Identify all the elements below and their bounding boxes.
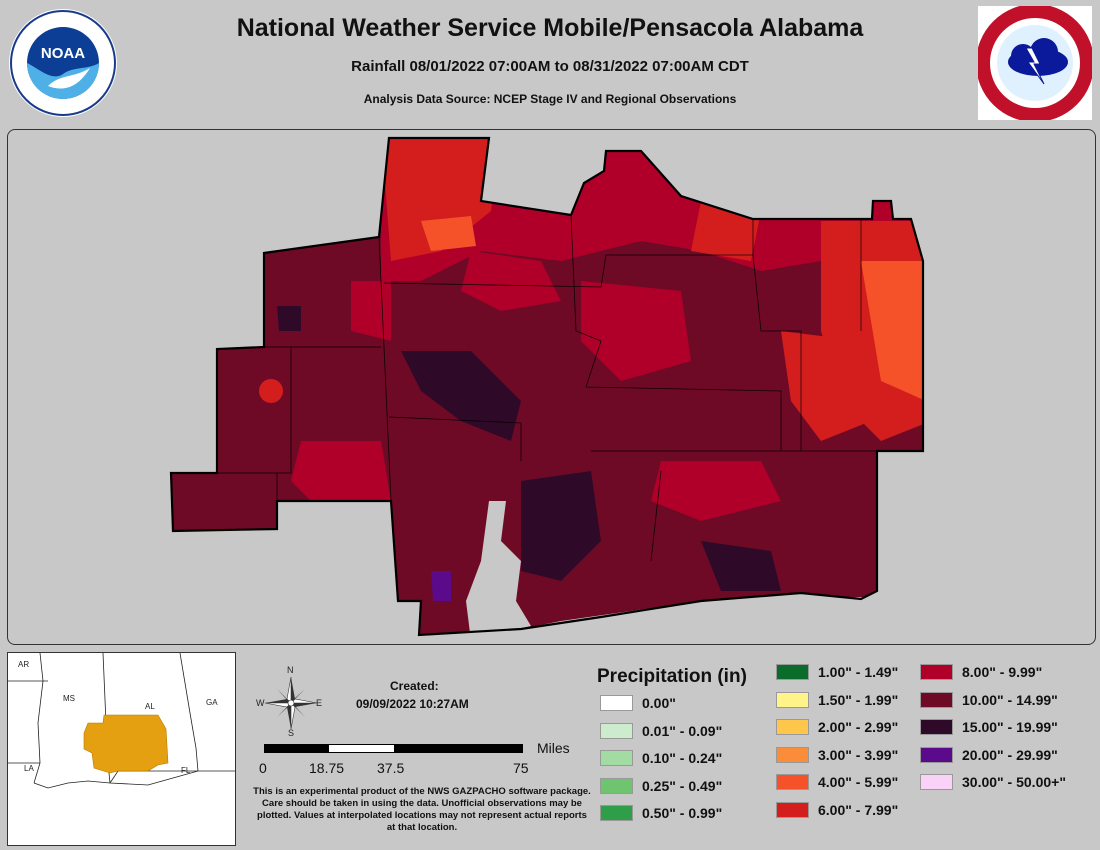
legend-label: 3.00" - 3.99" xyxy=(818,746,899,763)
noaa-logo-text: NOAA xyxy=(41,45,85,62)
inset-label-ms: MS xyxy=(63,694,75,703)
legend-swatch xyxy=(920,664,953,680)
legend-label: 30.00" - 50.00+" xyxy=(962,774,1066,790)
inset-label-ga: GA xyxy=(206,698,218,707)
legend-swatch xyxy=(776,801,809,818)
compass-w: W xyxy=(256,698,265,708)
legend-label: 2.00" - 2.99" xyxy=(818,719,899,735)
legend-swatch xyxy=(776,691,809,708)
legend-swatch xyxy=(920,746,953,763)
data-source-subtitle: Analysis Data Source: NCEP Stage IV and … xyxy=(363,92,737,106)
legend-item: 0.00" xyxy=(600,695,676,711)
rainfall-map xyxy=(7,129,1096,645)
legend-swatch xyxy=(600,750,633,766)
legend-label: 10.00" - 14.99" xyxy=(962,691,1058,708)
compass-n: N xyxy=(287,665,294,675)
legend-item: 6.00" - 7.99" xyxy=(776,801,899,818)
legend-swatch xyxy=(920,691,953,708)
legend-label: 15.00" - 19.99" xyxy=(962,719,1058,735)
map-title: National Weather Service Mobile/Pensacol… xyxy=(236,14,864,42)
legend-item: 1.50" - 1.99" xyxy=(776,691,899,708)
legend-item: 1.00" - 1.49" xyxy=(776,664,898,680)
legend-label: 4.00" - 5.99" xyxy=(818,774,899,790)
legend-item: 0.01" - 0.09" xyxy=(600,722,723,739)
locator-inset-map: AR MS AL GA LA FL xyxy=(7,652,236,846)
scale-tick-2: 37.5 xyxy=(377,760,405,776)
legend-item: 10.00" - 14.99" xyxy=(920,691,1058,708)
noaa-logo: NOAA xyxy=(8,8,118,118)
legend-item: 2.00" - 2.99" xyxy=(776,719,898,735)
scale-tick-3: 75 xyxy=(513,760,529,776)
legend-label: 1.50" - 1.99" xyxy=(818,691,899,708)
legend-swatch xyxy=(776,719,809,735)
compass-s: S xyxy=(288,728,295,738)
legend-swatch xyxy=(600,695,633,711)
date-range-subtitle: Rainfall 08/01/2022 07:00AM to 08/31/202… xyxy=(351,58,749,75)
legend-swatch xyxy=(776,664,809,680)
legend-swatch xyxy=(920,719,953,735)
inset-label-fl: FL xyxy=(181,766,191,775)
legend-label: 0.50" - 0.99" xyxy=(642,805,723,821)
legend-label: 0.25" - 0.49" xyxy=(642,777,723,794)
legend-label: 0.00" xyxy=(642,695,676,711)
legend-label: 6.00" - 7.99" xyxy=(818,801,899,818)
legend-item: 15.00" - 19.99" xyxy=(920,719,1058,735)
scale-bar xyxy=(264,744,523,753)
legend-item: 3.00" - 3.99" xyxy=(776,746,899,763)
legend-item: 8.00" - 9.99" xyxy=(920,664,1042,680)
legend-item: 0.25" - 0.49" xyxy=(600,777,723,794)
inset-label-al: AL xyxy=(145,702,155,711)
created-timestamp: 09/09/2022 10:27AM xyxy=(356,697,469,711)
inset-label-la: LA xyxy=(24,764,34,773)
legend-label: 1.00" - 1.49" xyxy=(818,664,899,680)
scale-unit: Miles xyxy=(537,740,570,756)
legend-swatch xyxy=(920,774,953,790)
legend-label: 20.00" - 29.99" xyxy=(962,746,1058,763)
disclaimer-text: This is an experimental product of the N… xyxy=(253,786,591,833)
legend-swatch xyxy=(600,805,633,821)
scale-tick-1: 18.75 xyxy=(309,760,345,776)
legend-label: 8.00" - 9.99" xyxy=(962,664,1043,680)
legend-item: 30.00" - 50.00+" xyxy=(920,774,1066,790)
inset-label-ar: AR xyxy=(18,660,29,669)
legend-swatch xyxy=(600,777,633,794)
legend-swatch xyxy=(600,722,633,739)
legend-item: 4.00" - 5.99" xyxy=(776,774,898,790)
nws-logo xyxy=(976,4,1094,122)
scale-tick-0: 0 xyxy=(259,760,267,776)
created-heading: Created: xyxy=(390,679,439,693)
legend-item: 0.50" - 0.99" xyxy=(600,805,722,821)
legend-swatch xyxy=(776,746,809,763)
compass-rose: N S E W xyxy=(256,665,324,739)
legend-item: 0.10" - 0.24" xyxy=(600,750,722,766)
rainfall-map-svg xyxy=(169,136,925,644)
legend-item: 20.00" - 29.99" xyxy=(920,746,1058,763)
legend-title: Precipitation (in) xyxy=(597,666,747,687)
legend-label: 0.01" - 0.09" xyxy=(642,722,723,739)
compass-e: E xyxy=(316,698,323,708)
legend-swatch xyxy=(776,774,809,790)
legend-label: 0.10" - 0.24" xyxy=(642,750,723,766)
